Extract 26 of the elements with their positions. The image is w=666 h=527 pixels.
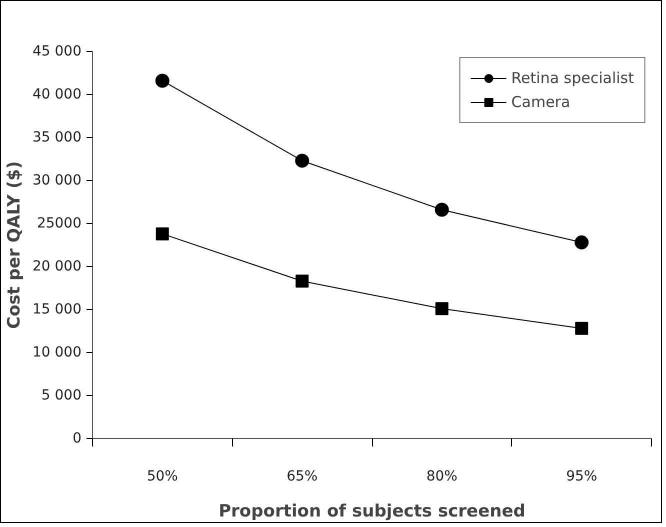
x-tick-label: 95% xyxy=(566,468,598,484)
x-tick-label: 80% xyxy=(426,468,458,484)
y-tick-label: 20 000 xyxy=(32,258,82,274)
legend-label: Camera xyxy=(511,93,570,111)
y-tick-label: 30 000 xyxy=(32,172,82,188)
x-axis-title: Proportion of subjects screened xyxy=(218,502,526,522)
point xyxy=(574,235,589,250)
y-tick-label: 5 000 xyxy=(41,388,82,404)
legend-label: Retina specialist xyxy=(511,69,634,87)
y-tick-label: 45 000 xyxy=(32,44,82,60)
y-tick-label: 0 xyxy=(72,430,82,446)
point xyxy=(575,322,588,335)
point xyxy=(435,302,448,316)
y-tick-label: 15 000 xyxy=(32,302,82,318)
point xyxy=(156,227,169,240)
point xyxy=(296,274,309,288)
y-tick-label: 35 000 xyxy=(32,130,82,146)
y-tick-label: 40 000 xyxy=(32,86,82,102)
y-axis-title: Cost per QALY ($) xyxy=(4,161,25,329)
point xyxy=(295,154,310,168)
point xyxy=(434,202,449,217)
y-tick-label: 10 000 xyxy=(32,344,82,360)
x-tick-label: 65% xyxy=(286,468,318,484)
x-tick-label: 50% xyxy=(146,468,178,484)
point xyxy=(155,74,170,88)
y-tick-label: 25000 xyxy=(36,216,82,232)
